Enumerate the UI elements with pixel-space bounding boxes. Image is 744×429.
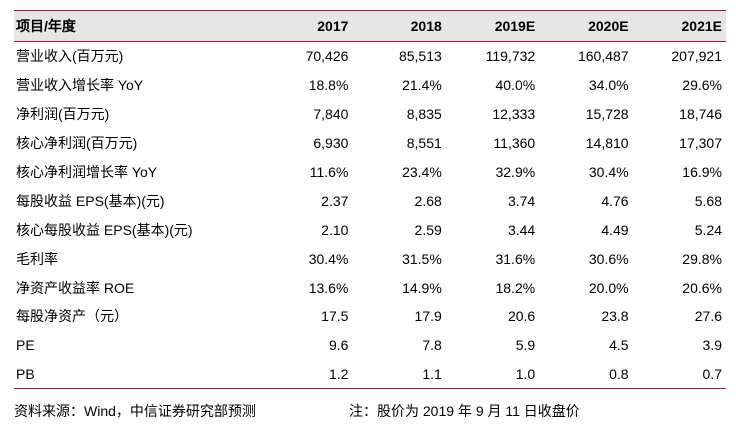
header-row: 项目/年度 2017 2018 2019E 2020E 2021E <box>14 10 726 42</box>
cell-value: 20.6% <box>682 279 722 296</box>
cell-value: 5.24 <box>694 221 722 238</box>
header-item-year: 项目/年度 <box>14 10 260 42</box>
table-row: 核心每股收益 EPS(基本)(元) 2.10 2.59 3.44 4.49 5.24 <box>14 215 726 244</box>
header-2020e: 2020E <box>539 10 633 42</box>
cell-value: 9.6 <box>328 337 349 354</box>
cell-value: 4.49 <box>601 221 629 238</box>
row-label: 每股净资产（元） <box>16 308 128 325</box>
cell-value: 12,333 <box>492 106 536 123</box>
cell-value: 2.68 <box>414 192 442 209</box>
table-header: 项目/年度 2017 2018 2019E 2020E 2021E <box>14 10 726 42</box>
cell-value: 31.5% <box>402 250 442 267</box>
row-label: 核心净利润(百万元) <box>16 135 138 152</box>
cell-value: 2.37 <box>321 192 349 209</box>
cell-value: 1.0 <box>515 366 536 383</box>
price-note: 注：股价为 2019 年 9 月 11 日收盘价 <box>349 403 580 419</box>
cell-value: 207,921 <box>671 48 722 65</box>
cell-value: 6,930 <box>313 135 349 152</box>
row-label: 净利润(百万元) <box>16 106 110 123</box>
cell-value: 160,487 <box>577 48 629 65</box>
cell-value: 23.8 <box>601 308 629 325</box>
cell-value: 15,728 <box>585 106 629 123</box>
cell-value: 31.6% <box>495 250 536 267</box>
financial-forecast-table: 项目/年度 2017 2018 2019E 2020E 2021E 营业收入(百… <box>14 10 726 389</box>
cell-value: 2.10 <box>321 221 349 238</box>
cell-value: 85,513 <box>398 48 442 65</box>
row-label: 净资产收益率 ROE <box>16 279 135 296</box>
cell-value: 17.5 <box>321 308 349 325</box>
cell-value: 20.0% <box>588 279 629 296</box>
cell-value: 7,840 <box>313 106 349 123</box>
row-label: 核心净利润增长率 YoY <box>16 164 158 180</box>
table-row: 毛利率 30.4% 31.5% 31.6% 30.6% 29.8% <box>14 244 726 273</box>
row-label: 每股收益 EPS(基本)(元) <box>16 192 165 209</box>
cell-value: 30.4% <box>588 164 629 180</box>
cell-value: 70,426 <box>305 48 349 65</box>
cell-value: 8,835 <box>406 106 442 123</box>
cell-value: 5.9 <box>515 337 536 354</box>
row-label: PB <box>16 366 35 383</box>
header-2019e: 2019E <box>445 10 540 42</box>
cell-value: 30.4% <box>308 250 349 267</box>
cell-value: 1.2 <box>328 366 349 383</box>
row-label: 营业收入(百万元) <box>16 48 124 65</box>
cell-value: 27.6 <box>694 308 722 325</box>
cell-value: 17.9 <box>414 308 442 325</box>
cell-value: 3.44 <box>507 221 536 238</box>
cell-value: 30.6% <box>588 250 629 267</box>
cell-value: 5.68 <box>694 192 722 209</box>
cell-value: 11.6% <box>309 164 349 180</box>
cell-value: 20.6 <box>507 308 536 325</box>
table-row: 营业收入增长率 YoY 18.8% 21.4% 40.0% 34.0% 29.6% <box>14 71 726 100</box>
table-body: 营业收入(百万元) 70,426 85,513 119,732 160,487 207,9… <box>14 42 726 389</box>
cell-value: 18,746 <box>679 106 722 123</box>
table-row: 营业收入(百万元) 70,426 85,513 119,732 160,487 207,9… <box>14 42 726 71</box>
table-row: 核心净利润(百万元) 6,930 8,551 11,360 14,810 17,307 <box>14 129 726 158</box>
row-label: 核心每股收益 EPS(基本)(元) <box>16 221 193 238</box>
cell-value: 29.6% <box>682 77 722 94</box>
cell-value: 18.2% <box>495 279 536 296</box>
cell-value: 23.4% <box>402 164 442 180</box>
cell-value: 3.9 <box>702 337 722 354</box>
row-label: PE <box>16 337 35 354</box>
cell-value: 7.8 <box>422 337 442 354</box>
cell-value: 16.9% <box>682 164 722 180</box>
source-note: 资料来源：Wind，中信证券研究部预测 <box>14 403 256 419</box>
table-row: 每股净资产（元） 17.5 17.9 20.6 23.8 27.6 <box>14 302 726 331</box>
cell-value: 13.6% <box>308 279 349 296</box>
header-2021e: 2021E <box>632 10 726 42</box>
cell-value: 14.9% <box>402 279 442 296</box>
table-row: 核心净利润增长率 YoY 11.6% 23.4% 32.9% 30.4% 16.9% <box>14 158 726 187</box>
header-2018: 2018 <box>352 10 446 42</box>
cell-value: 8,551 <box>406 135 442 152</box>
table-row: 每股收益 EPS(基本)(元) 2.37 2.68 3.74 4.76 5.68 <box>14 186 726 215</box>
cell-value: 119,732 <box>485 48 536 65</box>
cell-value: 1.1 <box>422 366 442 383</box>
cell-value: 3.74 <box>507 192 536 209</box>
cell-value: 17,307 <box>679 135 722 152</box>
table-row: 净利润(百万元) 7,840 8,835 12,333 15,728 18,746 <box>14 100 726 129</box>
cell-value: 4.5 <box>609 337 629 354</box>
row-label: 营业收入增长率 YoY <box>16 77 144 94</box>
table-row: PE 9.6 7.8 5.9 4.5 3.9 <box>14 331 726 360</box>
table-row: PB 1.2 1.1 1.0 0.8 0.7 <box>14 360 726 389</box>
cell-value: 4.76 <box>601 192 629 209</box>
table-row: 净资产收益率 ROE 13.6% 14.9% 18.2% 20.0% 20.6% <box>14 273 726 302</box>
row-label: 毛利率 <box>16 250 58 267</box>
cell-value: 21.4% <box>402 77 442 94</box>
cell-value: 11,360 <box>493 135 536 152</box>
cell-value: 29.8% <box>682 250 722 267</box>
cell-value: 14,810 <box>585 135 629 152</box>
cell-value: 2.59 <box>414 221 442 238</box>
cell-value: 40.0% <box>495 77 536 94</box>
cell-value: 0.7 <box>702 366 722 383</box>
cell-value: 0.8 <box>609 366 629 383</box>
cell-value: 32.9% <box>495 164 536 180</box>
table-footer: 资料来源：Wind，中信证券研究部预测 注：股价为 2019 年 9 月 11 … <box>14 388 726 429</box>
header-2017: 2017 <box>259 10 353 42</box>
cell-value: 18.8% <box>308 77 349 94</box>
cell-value: 34.0% <box>588 77 629 94</box>
